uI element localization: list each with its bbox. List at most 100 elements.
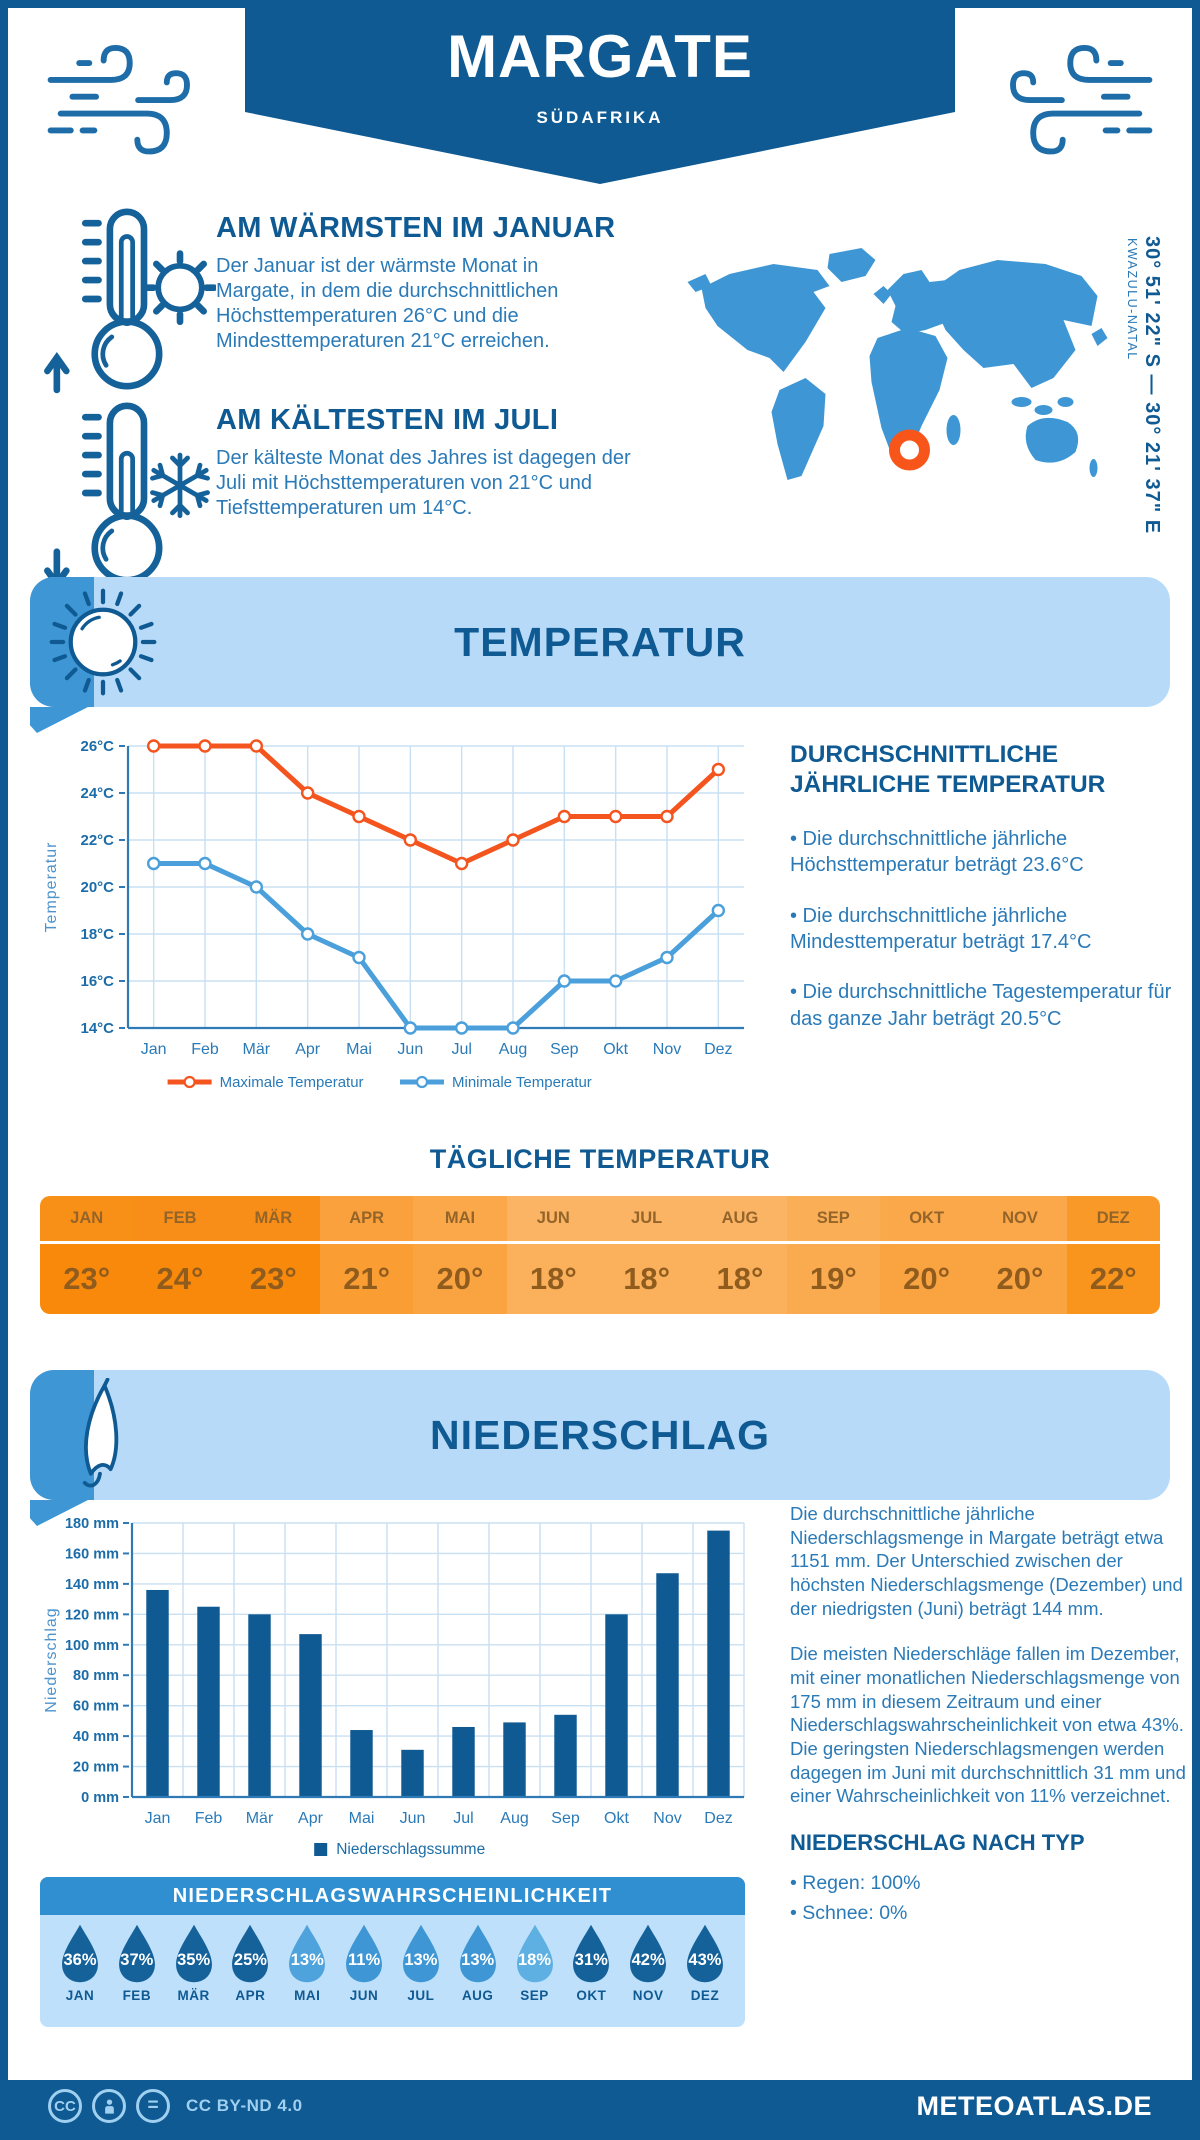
- y-tick-label: 40 mm: [73, 1729, 119, 1745]
- probability-value: 11%: [348, 1951, 381, 1969]
- bar: [299, 1634, 322, 1797]
- probability-value: 13%: [404, 1951, 438, 1969]
- daily-month-cell: SEP: [786, 1196, 880, 1241]
- data-point: [300, 786, 315, 800]
- annual-temperature-panel: DURCHSCHNITTLICHE JÄHRLICHE TEMPERATUR •…: [790, 740, 1180, 1056]
- data-point: [352, 809, 366, 824]
- bar: [146, 1589, 169, 1797]
- annual-temperature-heading: DURCHSCHNITTLICHE JÄHRLICHE TEMPERATUR: [790, 741, 1106, 798]
- legend-label: Niederschlagssumme: [336, 1841, 485, 1858]
- probability-drop-column: 36% JAN: [54, 1923, 106, 2003]
- daily-value-cell: 20°: [879, 1244, 974, 1314]
- probability-month: MÄR: [177, 1988, 210, 2003]
- daily-value-cell: 21°: [319, 1244, 414, 1314]
- coldest-heading: AM KÄLTESTEN IM JULI: [216, 404, 559, 436]
- data-point: [146, 856, 161, 871]
- raindrop-icon: 35%: [171, 1923, 217, 1984]
- x-label: Nov: [653, 1041, 681, 1058]
- probability-month: AUG: [461, 1988, 494, 2003]
- location-marker: [889, 429, 930, 471]
- raindrop-icon: 31%: [568, 1923, 614, 1984]
- probability-month: DEZ: [690, 1988, 720, 2003]
- daily-value-cell: 18°: [599, 1244, 694, 1314]
- data-point: [300, 927, 315, 941]
- data-point: [198, 739, 212, 753]
- legend-label: Minimale Temperatur: [452, 1074, 592, 1091]
- raindrop-icon: 18%: [512, 1923, 558, 1984]
- probability-value: 35%: [177, 1951, 211, 1969]
- y-tick-label: 160 mm: [65, 1546, 119, 1562]
- bar: [248, 1614, 271, 1797]
- wind-icon: [47, 44, 190, 155]
- precipitation-text-panel: Die durchschnittliche jährliche Niedersc…: [790, 1502, 1190, 1929]
- daily-month-cell: DEZ: [1066, 1196, 1160, 1241]
- data-point: [608, 974, 623, 988]
- x-label: Aug: [500, 1810, 528, 1827]
- probability-month: JUL: [407, 1988, 435, 2003]
- data-point: [352, 950, 366, 965]
- page-title: MARGATE: [447, 23, 753, 90]
- x-label: Okt: [603, 1041, 628, 1058]
- x-label: Okt: [604, 1810, 629, 1827]
- precipitation-chart: 0 mm 20 mm 40 mm 60 mm 80 mm 100 mm 120 mm 140 …: [40, 1505, 760, 1880]
- bar: [350, 1730, 373, 1797]
- probability-value: 13%: [461, 1951, 495, 1969]
- daily-month-cell: FEB: [133, 1196, 227, 1241]
- y-tick-label: 120 mm: [65, 1607, 119, 1623]
- probability-title: NIEDERSCHLAGSWAHRSCHEINLICHKEIT: [40, 1877, 745, 1915]
- umbrella-icon: [82, 1378, 119, 1488]
- header-banner: MARGATE SÜDAFRIKA: [245, 8, 955, 184]
- daily-value-cell: 19°: [786, 1244, 880, 1314]
- bar: [197, 1606, 220, 1797]
- data-point: [146, 739, 161, 753]
- probability-month: JAN: [65, 1988, 95, 2003]
- wind-icon: [1010, 44, 1153, 155]
- daily-temperature-title: TÄGLICHE TEMPERATUR: [429, 1144, 771, 1174]
- data-point: [608, 809, 623, 824]
- y-tick-label: 24°C: [80, 785, 114, 802]
- daily-value-cell: 23°: [40, 1244, 134, 1314]
- probability-month: OKT: [576, 1988, 607, 2003]
- bar: [503, 1722, 526, 1797]
- daily-month-cell: MAI: [413, 1196, 507, 1241]
- x-label: Mai: [349, 1810, 375, 1827]
- coordinates-label: 30° 51' 22" S — 30° 21' 37" E KWAZULU-NA…: [1123, 236, 1164, 576]
- y-tick-label: 20 mm: [73, 1760, 119, 1776]
- temperature-section-banner: TEMPERATUR: [30, 577, 1170, 733]
- x-label: Jul: [451, 1041, 471, 1058]
- y-tick-label: 20°C: [80, 879, 114, 896]
- daily-month-cell: OKT: [879, 1196, 974, 1241]
- probability-value: 25%: [233, 1951, 267, 1969]
- y-axis-label: Niederschlag: [43, 1607, 60, 1712]
- daily-value-cell: 22°: [1066, 1244, 1160, 1314]
- daily-value-cell: 20°: [413, 1244, 507, 1314]
- raindrop-icon: 43%: [682, 1923, 728, 1984]
- series-line: [153, 861, 721, 1031]
- data-point: [660, 809, 674, 824]
- x-label: Mär: [243, 1041, 271, 1058]
- precipitation-paragraph: Die meisten Niederschläge fallen im Deze…: [790, 1643, 1186, 1807]
- probability-value: 43%: [688, 1951, 722, 1969]
- bar: [707, 1530, 730, 1797]
- probability-month: FEB: [122, 1988, 152, 2003]
- daily-months-row: JAN FEB MÄR APR MAI JUN JUL AUG SEP OKT NOV DEZ: [40, 1196, 1160, 1241]
- probability-value: 42%: [631, 1951, 665, 1969]
- bar: [656, 1573, 679, 1797]
- snow-bullet: • Schnee: 0%: [790, 1902, 908, 1925]
- bar: [452, 1726, 475, 1797]
- footer: CC = CC BY-ND 4.0 METEOATLAS.DE: [8, 2080, 1192, 2132]
- data-point: [249, 880, 264, 894]
- x-label: Jan: [145, 1810, 171, 1827]
- x-label: Jul: [453, 1810, 473, 1827]
- data-point: [557, 809, 572, 824]
- probability-drop-column: 35% MÄR: [168, 1923, 220, 2003]
- coldest-text: Der kälteste Monat des Jahres ist dagege…: [216, 447, 631, 519]
- y-tick-label: 14°C: [80, 1020, 114, 1037]
- data-point: [506, 1021, 520, 1035]
- x-label: Mai: [346, 1041, 372, 1058]
- daily-month-cell: APR: [319, 1196, 414, 1241]
- data-point: [249, 739, 264, 753]
- x-label: Sep: [550, 1041, 579, 1058]
- temperature-section-title: TEMPERATUR: [454, 619, 746, 665]
